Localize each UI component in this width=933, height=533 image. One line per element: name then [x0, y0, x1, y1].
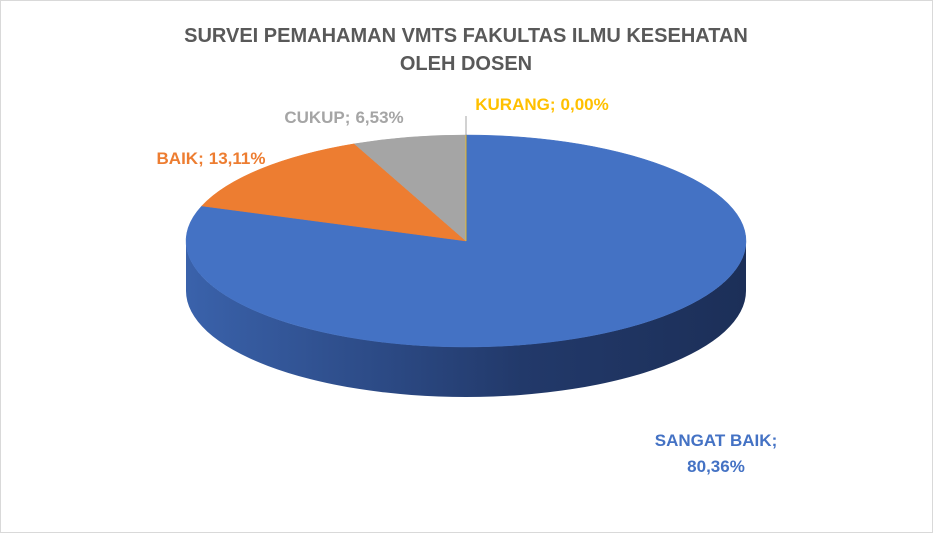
label-value: 13,11%: [209, 149, 266, 168]
label-category: SANGAT BAIK: [655, 431, 773, 450]
label-separator: ;: [550, 95, 556, 114]
label-value: 0,00%: [561, 95, 609, 114]
data-label: KURANG; 0,00%: [475, 95, 608, 114]
label-category: KURANG: [475, 95, 550, 114]
label-category: BAIK: [157, 149, 199, 168]
label-separator: ;: [198, 149, 204, 168]
label-value: 80,36%: [687, 457, 745, 476]
label-category: CUKUP: [284, 108, 344, 127]
slice: [353, 134, 467, 242]
slice: [185, 134, 747, 348]
slice-side: [186, 241, 746, 397]
label-value: 6,53%: [355, 108, 403, 127]
data-label: BAIK; 13,11%: [157, 149, 266, 168]
chart-title: OLEH DOSEN: [400, 53, 532, 75]
label-separator: ;: [772, 431, 778, 450]
chart-title: SURVEI PEMAHAMAN VMTS FAKULTAS ILMU KESE…: [184, 25, 748, 47]
slice: [201, 143, 467, 242]
pie: [185, 134, 747, 397]
label-separator: ;: [345, 108, 351, 127]
data-label: CUKUP; 6,53%: [284, 108, 403, 127]
data-label: SANGAT BAIK; 80,36%: [655, 431, 777, 476]
